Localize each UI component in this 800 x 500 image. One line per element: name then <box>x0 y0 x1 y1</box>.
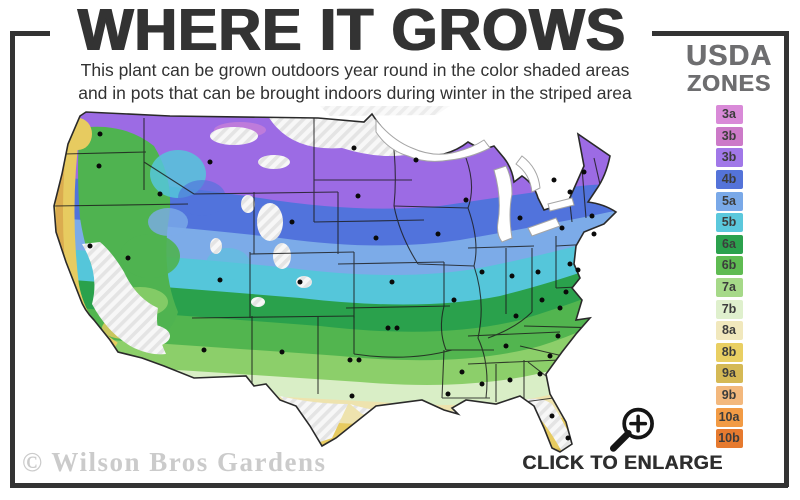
legend-zone-list: 3a 3b 3b 4b 5a 5b 6a 6b 7a 7b 8a 8b 9a 9b 10a 10b <box>676 105 782 449</box>
legend-zone-7a: 7a <box>715 278 743 298</box>
frame-bottom-border <box>10 483 788 488</box>
frame-top-left-border <box>10 31 50 36</box>
legend-zone-8b: 8b <box>715 342 743 362</box>
legend-zone-10b: 10b <box>715 429 743 449</box>
legend-zone-8a: 8a <box>715 321 743 341</box>
great-lakes <box>375 118 575 243</box>
magnifier-zoom-icon[interactable] <box>603 405 665 467</box>
frame-left-border <box>10 31 15 487</box>
usda-zones-legend: USDA ZONES 3a 3b 3b 4b 5a 5b 6a 6b 7a 7b 8a 8b 9a 9b 1… <box>676 42 782 451</box>
legend-zone-7b: 7b <box>715 299 743 319</box>
frame-right-border <box>784 31 789 487</box>
frame-top-right-border <box>652 31 788 36</box>
usda-zone-map-image[interactable] <box>20 106 640 468</box>
legend-zone-5b: 5b <box>715 213 743 233</box>
page-title: WHERE IT GROWS <box>77 0 627 63</box>
subtitle-line-2: and in pots that can be brought indoors … <box>78 83 632 104</box>
legend-zone-5a: 5a <box>715 191 743 211</box>
watermark: © Wilson Bros Gardens <box>22 447 327 477</box>
usda-zone-map-svg[interactable] <box>20 106 640 468</box>
page-subtitle: This plant can be grown outdoors year ro… <box>30 59 680 105</box>
click-to-enlarge-label[interactable]: CLICK TO ENLARGE <box>522 452 723 474</box>
state-marker-dots <box>87 131 597 441</box>
canada-shading <box>320 106 450 116</box>
legend-zone-9b: 9b <box>715 386 743 406</box>
legend-title-usda: USDA <box>685 40 773 72</box>
subtitle-line-1: This plant can be grown outdoors year ro… <box>80 60 630 80</box>
legend-zone-10a: 10a <box>715 407 743 427</box>
legend-zone-3b: 3b <box>715 148 743 168</box>
legend-zone-3b: 3b <box>715 126 743 146</box>
legend-title-zones: ZONES <box>686 70 772 96</box>
legend-zone-6a: 6a <box>715 234 743 254</box>
legend-zone-4b: 4b <box>715 170 743 190</box>
legend-zone-3a: 3a <box>715 105 743 125</box>
legend-zone-6b: 6b <box>715 256 743 276</box>
legend-zone-9a: 9a <box>715 364 743 384</box>
